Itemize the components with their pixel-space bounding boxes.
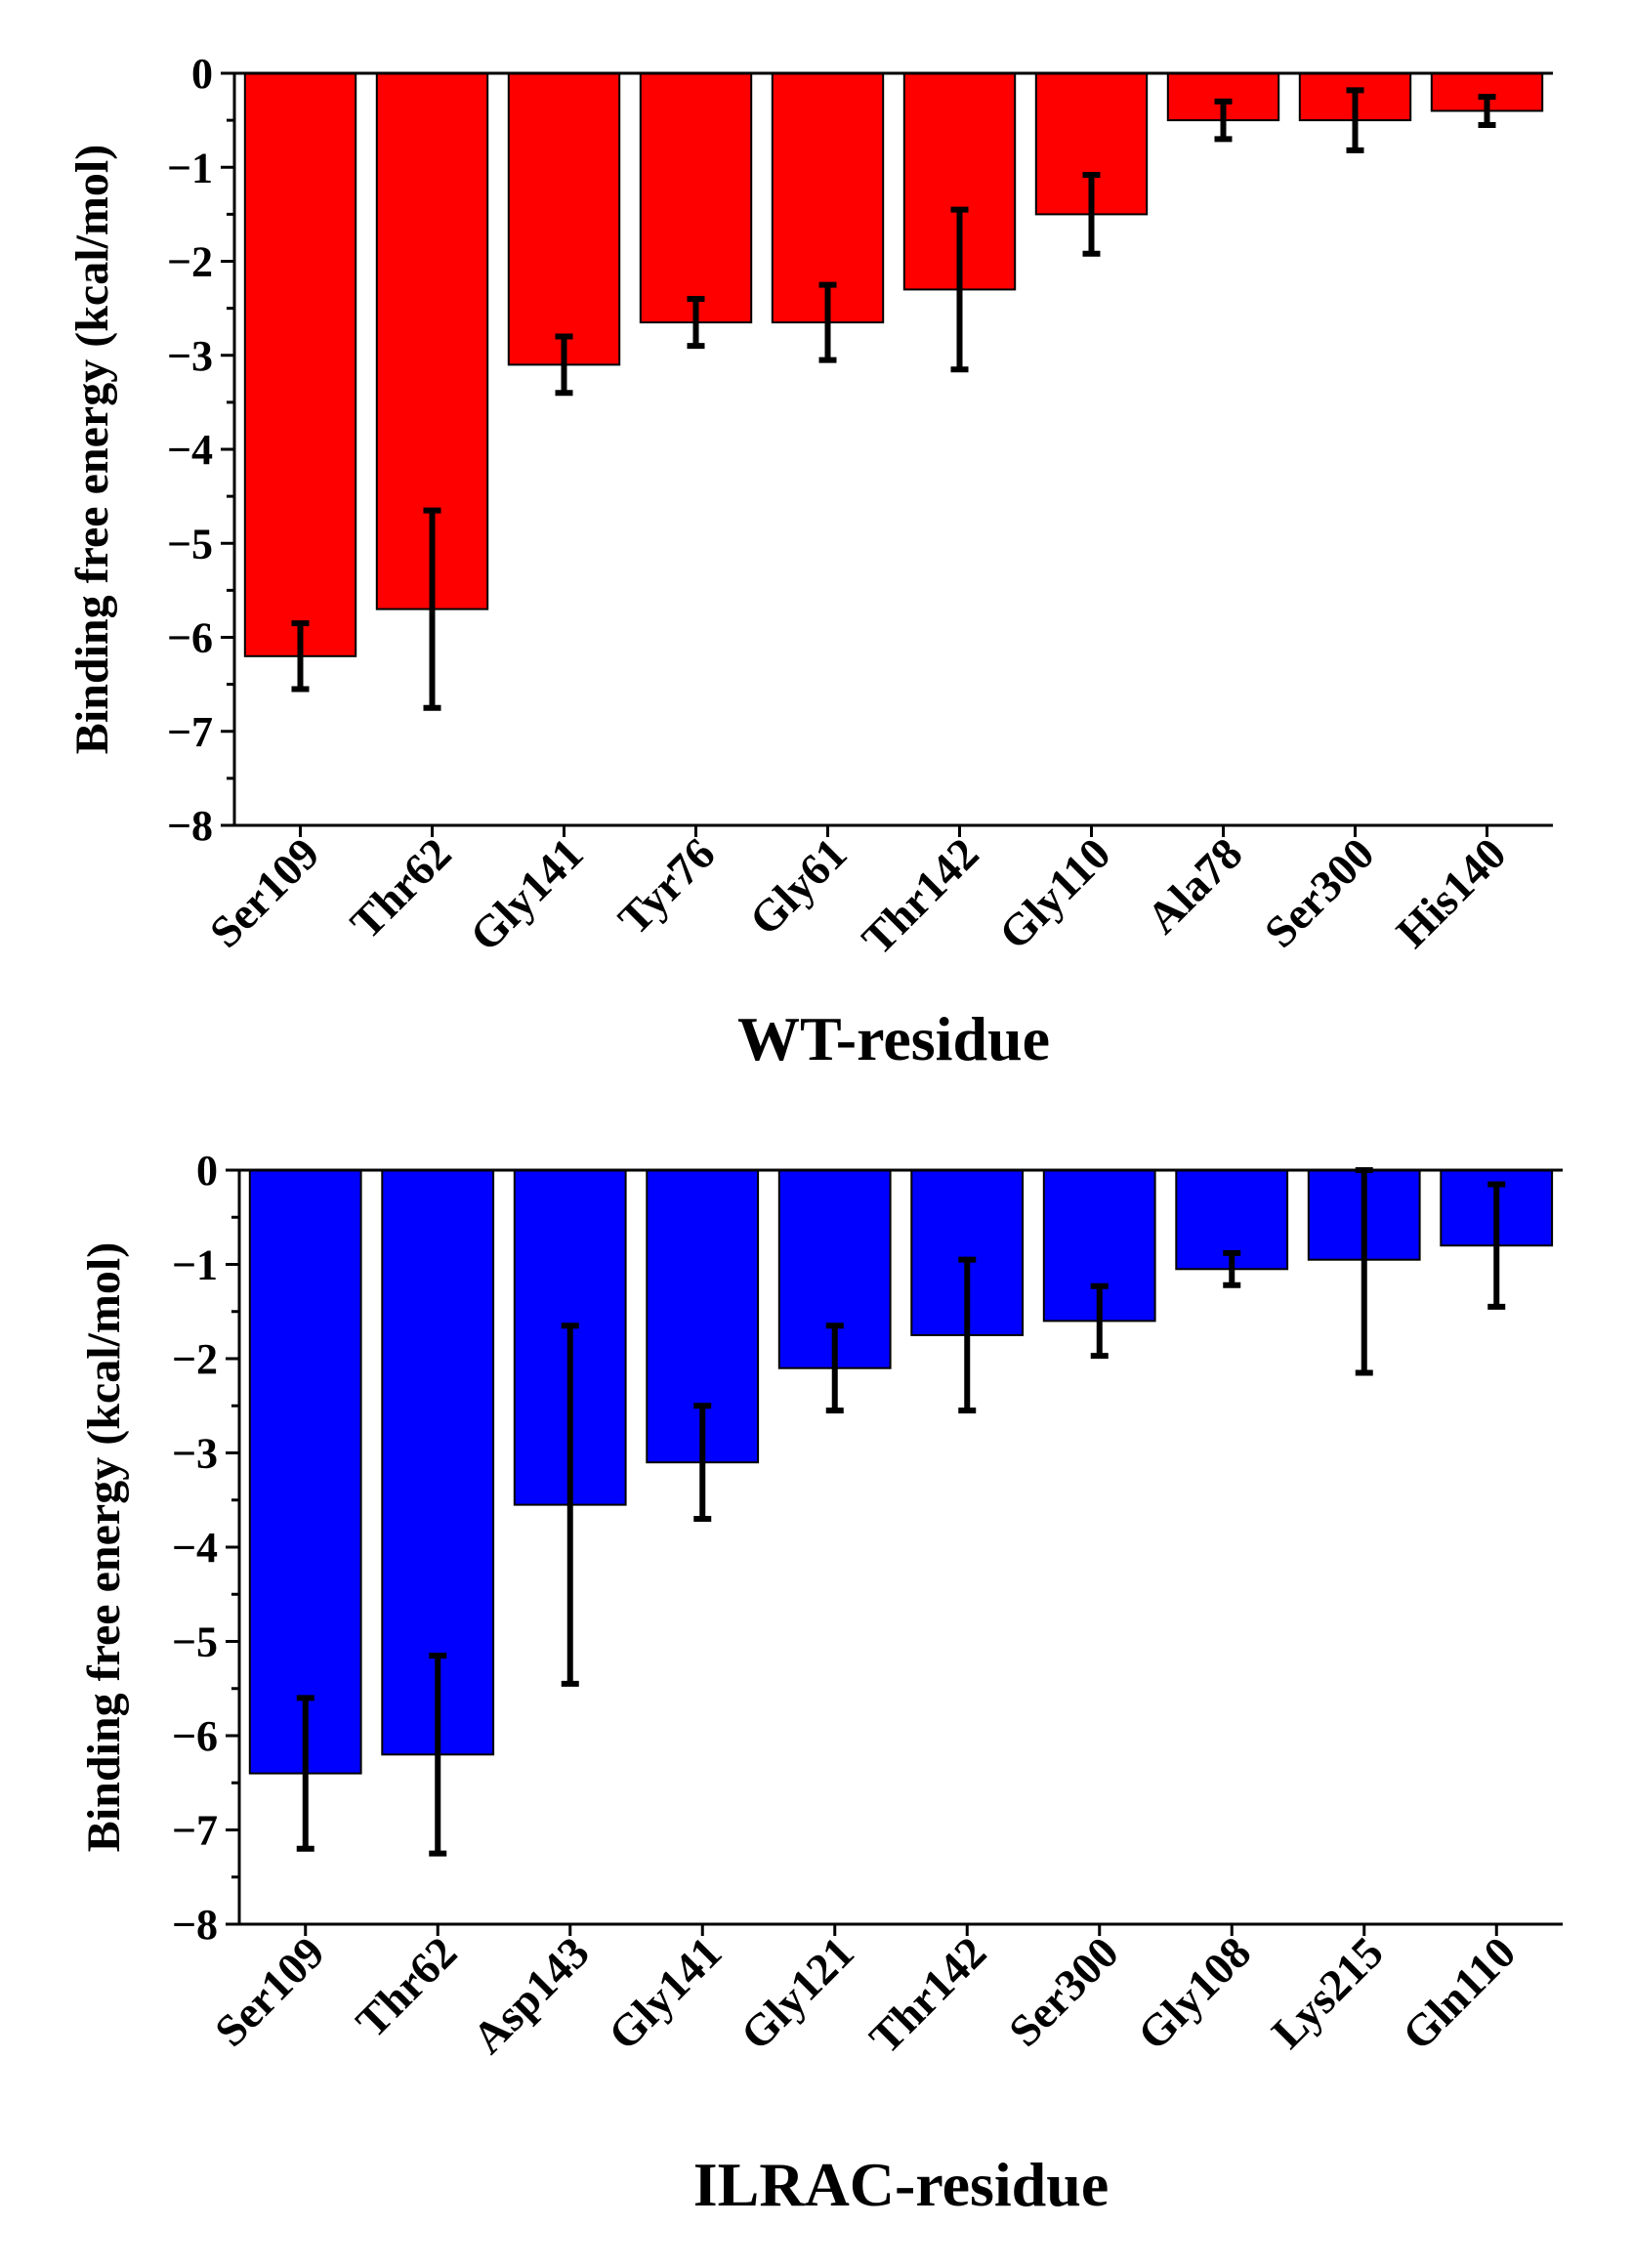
x-tick-label: Asp143: [463, 1927, 599, 2063]
x-tick-label: Ala78: [1137, 828, 1251, 943]
y-tick-label: −2: [172, 1335, 218, 1383]
x-tick-label: Ser300: [1255, 828, 1384, 957]
y-tick-label: −5: [172, 1618, 218, 1666]
x-tick-label: His140: [1387, 828, 1516, 957]
x-tick-label: Gln110: [1393, 1927, 1525, 2059]
y-tick-label: 0: [191, 50, 213, 98]
y-tick-label: −2: [167, 238, 213, 286]
x-tick-label: Gly141: [599, 1927, 731, 2059]
y-tick-label: −1: [172, 1241, 218, 1289]
x-tick-label: Gly121: [731, 1927, 862, 2059]
x-tick-label: Ser300: [999, 1927, 1128, 2056]
x-tick-label: Gly61: [739, 828, 856, 945]
y-tick-label: −7: [167, 708, 213, 756]
undefined-bar: [507, 72, 621, 366]
undefined-bar: [639, 72, 753, 324]
x-tick-label: Thr142: [852, 828, 987, 964]
y-tick-label: −8: [172, 1901, 218, 1949]
undefined-bar: [243, 72, 357, 657]
y-tick-label: −3: [167, 332, 213, 380]
x-tick-label: Lys215: [1262, 1927, 1393, 2058]
x-tick-label: Tyr76: [608, 828, 725, 945]
y-tick-label: −3: [172, 1430, 218, 1478]
y-tick-label: −8: [167, 802, 213, 850]
y-tick-label: −5: [167, 520, 213, 567]
y-tick-label: −4: [172, 1524, 218, 1572]
x-tick-label: Thr142: [859, 1927, 995, 2063]
x-tick-label: Ser109: [205, 1927, 334, 2056]
undefined-bar: [248, 1169, 362, 1775]
y-axis-title: Binding free energy (kcal/mol): [66, 145, 118, 754]
y-tick-label: −6: [172, 1712, 218, 1760]
y-tick-label: −7: [172, 1807, 218, 1855]
x-tick-label: Ser109: [200, 828, 329, 957]
x-tick-label: Gly110: [989, 828, 1120, 959]
y-tick-label: −4: [167, 426, 213, 474]
y-axis-title: Binding free energy (kcal/mol): [78, 1242, 130, 1852]
x-tick-label: Thr62: [347, 1927, 467, 2047]
x-tick-label: Thr62: [341, 828, 461, 948]
x-axis-title: ILRAC-residue: [693, 2150, 1110, 2219]
y-tick-label: −1: [167, 144, 213, 191]
x-axis-title: WT-residue: [737, 1004, 1050, 1073]
y-tick-label: 0: [196, 1147, 218, 1195]
x-tick-label: Gly141: [460, 828, 592, 960]
y-tick-label: −6: [167, 614, 213, 662]
x-tick-label: Gly108: [1128, 1927, 1260, 2059]
